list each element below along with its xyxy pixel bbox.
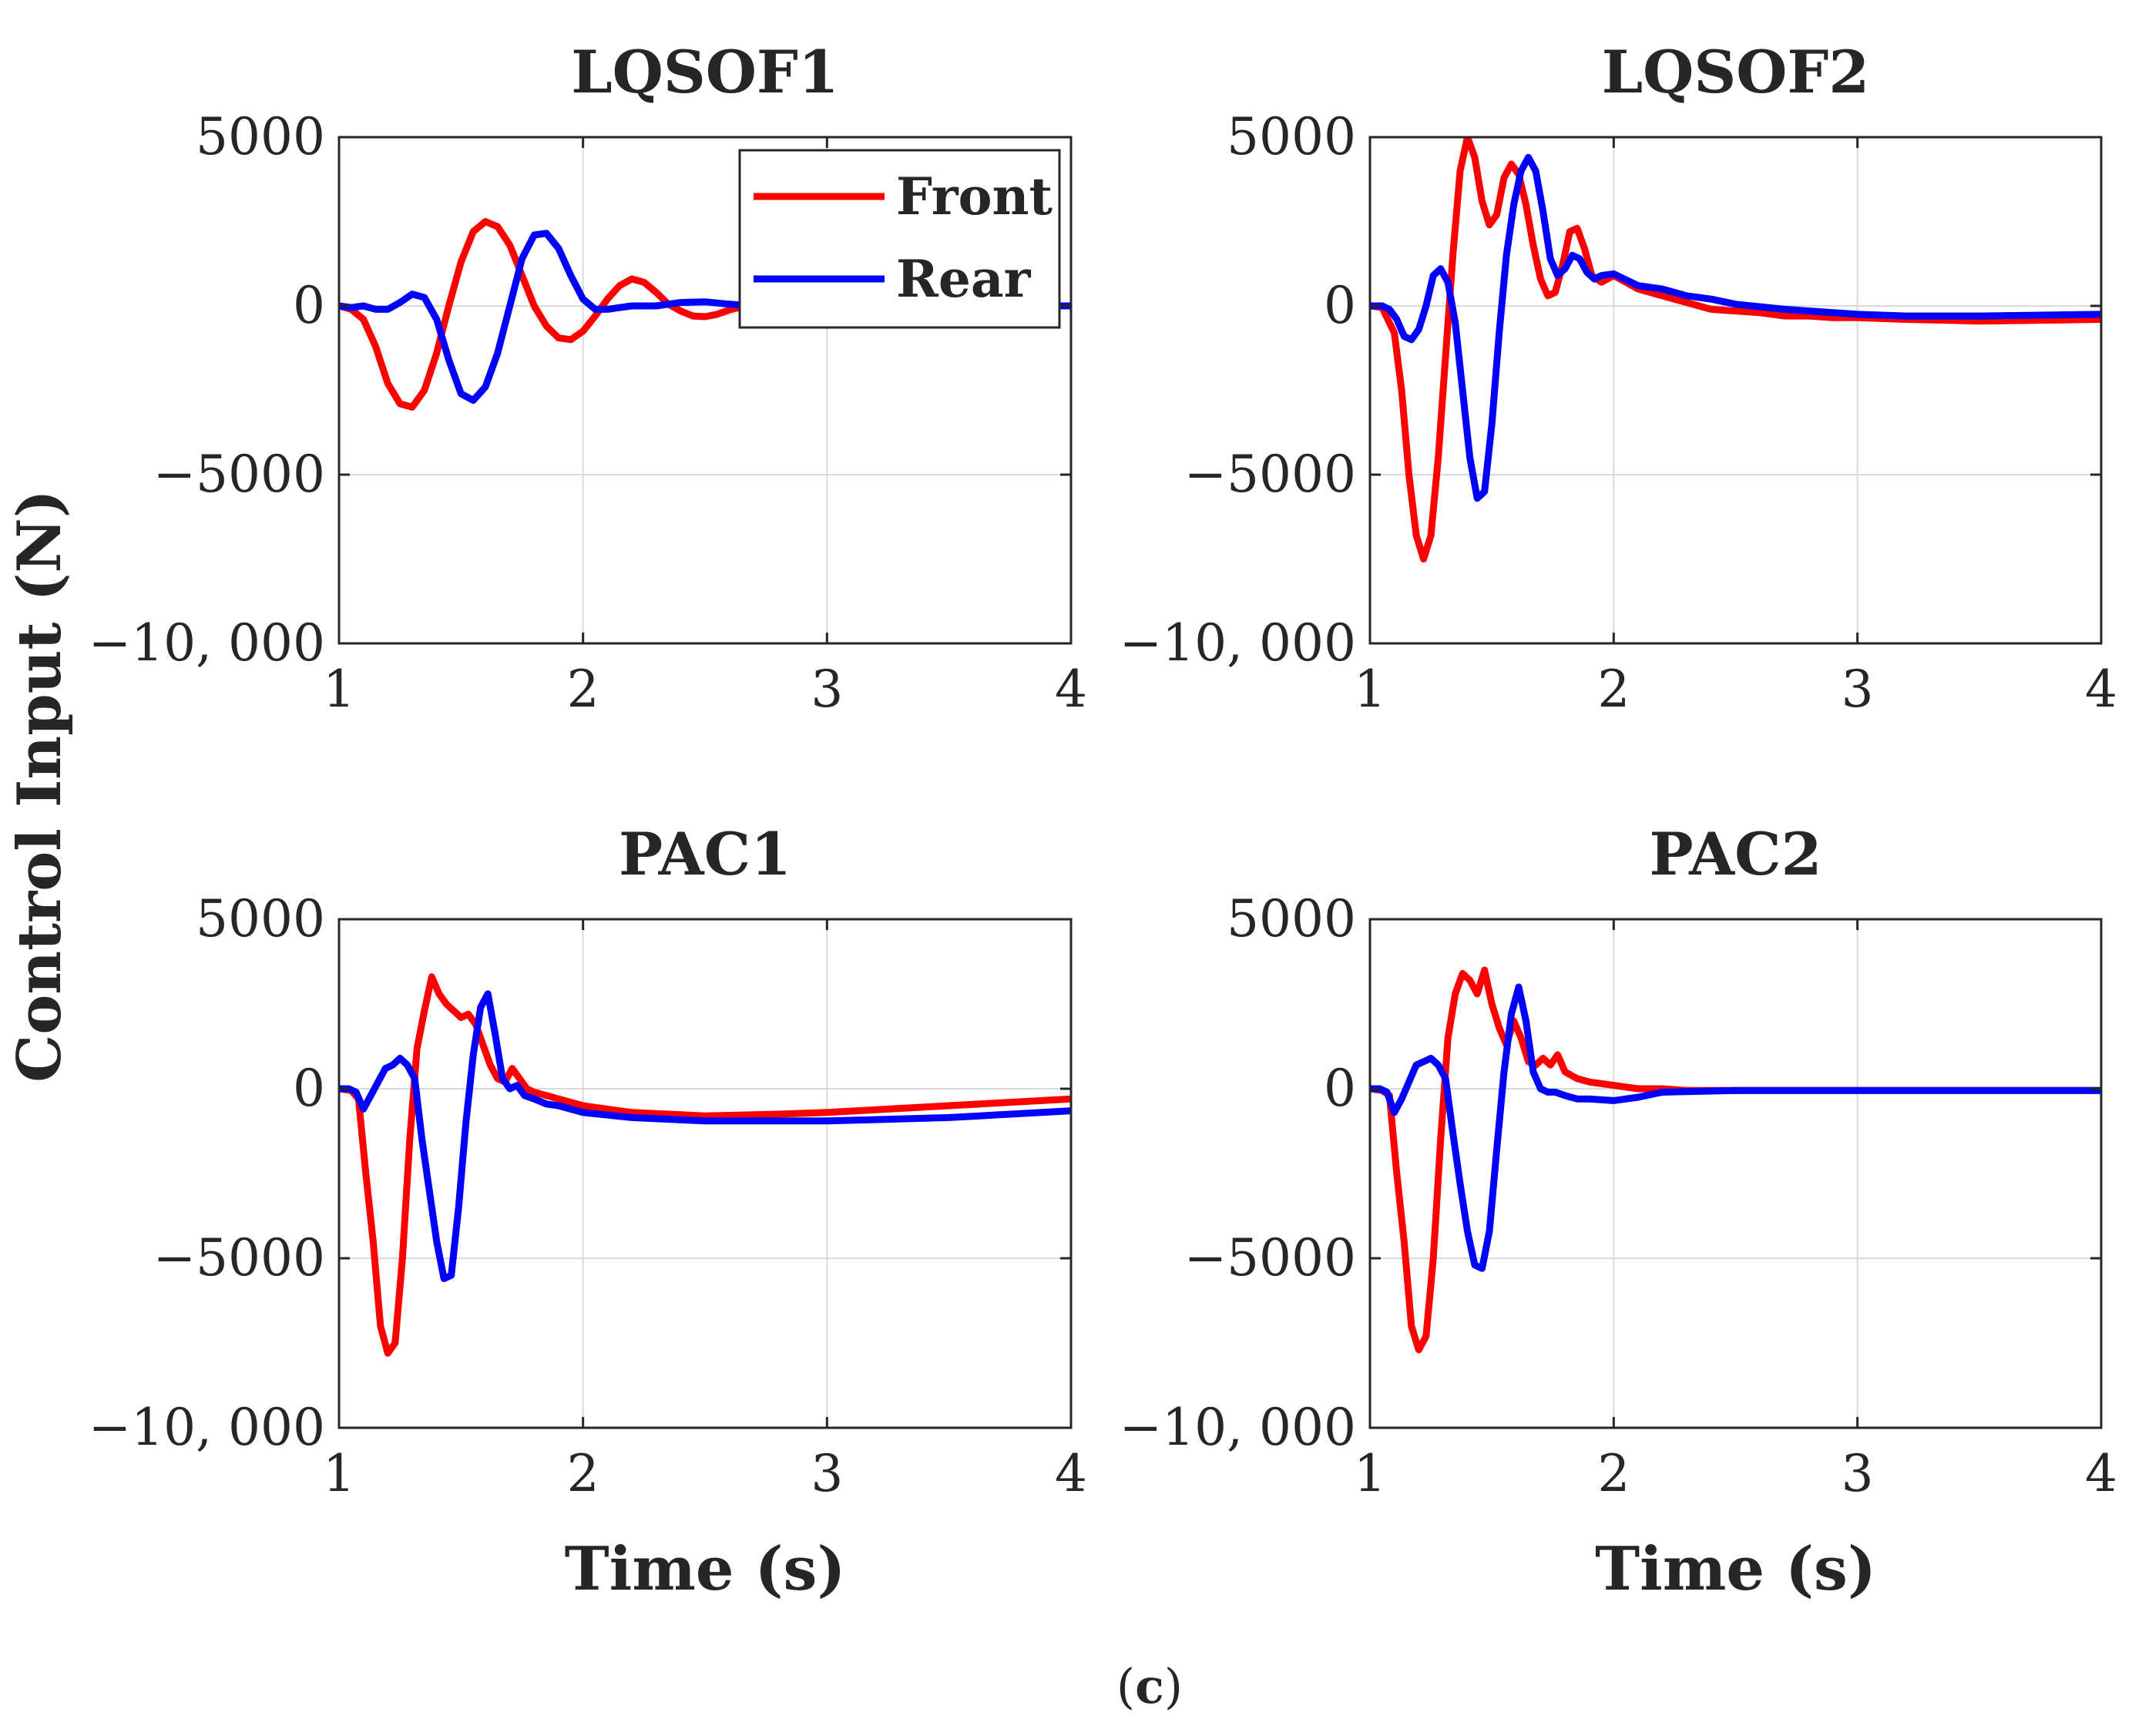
x-tick-label: 4 [1055,660,1087,719]
x-tick-label: 3 [1842,1444,1874,1503]
legend-front-label: Front [896,166,1053,227]
legend: Front Rear [738,149,1061,329]
y-tick-label: 0 [1324,1059,1356,1118]
legend-box [738,149,1061,329]
y-tick-label: −5000 [153,1228,325,1288]
plot-area [1370,137,2101,643]
panel-pac1: 1 2 3 4 5000 0 −5000 −10, 000 PAC1 Time (s) [89,820,1087,1604]
series-line-front [339,973,1071,1357]
axes-box [337,918,1073,1429]
y-tick-label: 0 [293,276,325,335]
series-line-rear [1370,983,2101,1272]
caption-close-paren: ) [1164,1658,1183,1714]
x-tick-label: 2 [567,660,599,719]
axes-box [1368,918,2103,1429]
x-tick-label: 1 [1354,660,1386,719]
y-tick-label: 5000 [1227,107,1356,166]
x-tick-label: 1 [1354,1444,1386,1503]
panel-title: PAC1 [619,820,791,888]
x-tick-label: 3 [1842,660,1874,719]
y-tick-label: −5000 [1184,1228,1356,1288]
x-tick-label: 1 [323,660,355,719]
panel-title: PAC2 [1650,820,1822,888]
x-tick-label: 1 [323,1444,355,1503]
y-tick-label: −10, 000 [89,1398,325,1457]
axes-box [337,136,1073,645]
y-axis-label: Control Input (N) [5,489,75,1083]
y-tick-label: 5000 [196,107,325,166]
series-line-rear [339,230,1071,405]
x-tick-label: 2 [1597,1444,1630,1503]
y-tick-label: 0 [1324,276,1356,335]
x-tick-label: 2 [567,1444,599,1503]
x-tick-label: 3 [811,660,843,719]
x-tick-label: 4 [2085,660,2117,719]
caption-open-paren: ( [1116,1658,1135,1714]
x-tick-label: 3 [811,1444,843,1503]
x-tick-label: 4 [1055,1444,1087,1503]
axes-box [1368,136,2103,645]
y-tick-label: −10, 000 [89,613,325,673]
y-tick-label: −10, 000 [1120,613,1356,673]
panel-title: LQSOF2 [1602,38,1870,106]
panel-lqsof2: 1 2 3 4 5000 0 −5000 −10, 000 LQSOF2 [1120,38,2117,719]
panel-title: LQSOF1 [571,38,839,106]
legend-rear-label: Rear [896,249,1032,309]
x-axis-label: Time (s) [1595,1534,1876,1604]
series-line-front [1370,137,2101,562]
panel-pac2: 1 2 3 4 5000 0 −5000 −10, 000 PAC2 Time (s) [1120,820,2117,1604]
y-tick-label: 0 [293,1059,325,1118]
y-tick-label: 5000 [196,889,325,949]
caption-letter: c [1135,1658,1164,1714]
series-line-rear [339,990,1071,1282]
plot-area [339,919,1071,1428]
x-tick-label: 4 [2085,1444,2117,1503]
x-axis-label: Time (s) [565,1534,846,1604]
x-tick-label: 2 [1597,660,1630,719]
figure-caption: (c) [1116,1658,1183,1714]
y-tick-label: −5000 [1184,445,1356,504]
y-tick-label: −10, 000 [1120,1398,1356,1457]
series-line-rear [1370,153,2101,502]
y-tick-label: −5000 [153,445,325,504]
y-tick-label: 5000 [1227,889,1356,949]
